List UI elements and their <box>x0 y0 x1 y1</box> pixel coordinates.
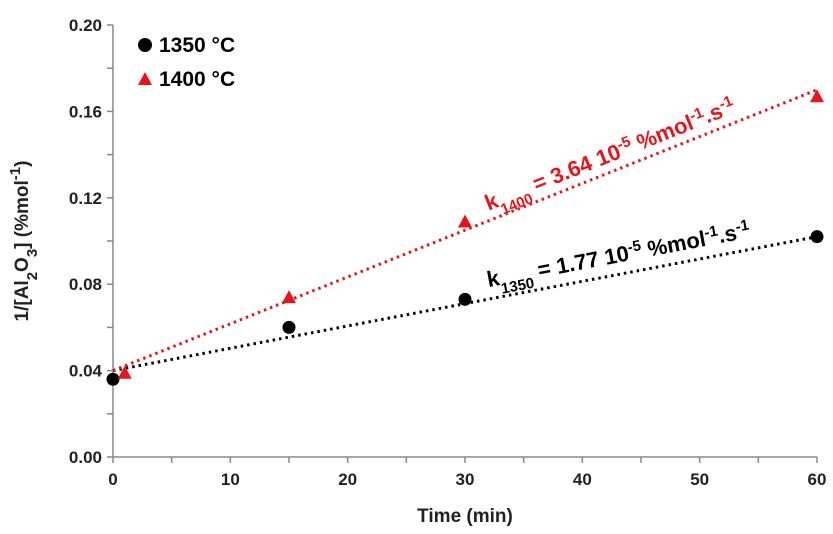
y-axis-title-part: O <box>12 257 33 272</box>
y-axis-title-part: ] (%mol <box>12 180 33 249</box>
anno-eq: = 1.77 10 <box>530 241 631 284</box>
y-tick-label: 0.12 <box>69 189 102 208</box>
x-tick-label: 50 <box>690 470 709 489</box>
x-ticks: 0 10 20 30 40 50 60 <box>108 457 826 489</box>
x-tick-label: 10 <box>221 470 240 489</box>
y-axis-title-sub: 3 <box>24 249 41 257</box>
point-1400 <box>810 89 824 103</box>
anno-tail-sup: -1 <box>734 216 750 235</box>
point-1350 <box>810 230 824 244</box>
y-axis-title-part: ) <box>12 161 33 167</box>
point-1350 <box>458 292 472 306</box>
x-tick-label: 40 <box>573 470 592 489</box>
anno-tail: .s <box>716 220 739 248</box>
data-points <box>106 89 824 386</box>
x-tick-label: 60 <box>808 470 827 489</box>
y-ticks: 0.00 0.04 0.08 0.12 0.16 0.20 <box>69 16 113 467</box>
anno-unit: %mol <box>639 226 707 263</box>
anno-k: k <box>485 265 502 292</box>
y-tick-label: 0.00 <box>69 448 102 467</box>
legend-label-1350: 1350 °C <box>159 34 235 57</box>
point-1400 <box>282 290 296 304</box>
annotation-1400: k1400 = 3.64 10-5 %mol-1.s-1 <box>481 92 742 223</box>
point-1400 <box>458 214 472 228</box>
anno-exp: -5 <box>614 133 633 154</box>
y-tick-label: 0.08 <box>69 275 102 294</box>
legend-label-1400: 1400 °C <box>159 68 235 91</box>
x-tick-label: 0 <box>108 470 117 489</box>
point-1350 <box>282 320 296 334</box>
legend: 1350 °C 1400 °C <box>138 34 235 91</box>
anno-eq: = 3.64 10 <box>523 139 624 199</box>
anno-k-sub: 1350 <box>500 274 536 297</box>
x-tick-label: 20 <box>338 470 357 489</box>
anno-exp: -5 <box>626 237 642 256</box>
y-axis-title-sup: -1 <box>7 167 24 180</box>
y-tick-label: 0.16 <box>69 102 102 121</box>
y-tick-label: 0.04 <box>69 362 103 381</box>
fit-line-1400 <box>112 88 818 372</box>
y-axis-title-part: 1/[Al <box>12 280 33 321</box>
anno-unit-sup: -1 <box>687 104 706 125</box>
point-1400 <box>117 365 132 379</box>
x-tick-label: 30 <box>456 470 475 489</box>
legend-marker-triangle <box>138 72 152 85</box>
annotation-1350: k1350 = 1.77 10-5 %mol-1.s-1 <box>484 216 753 299</box>
anno-tail-sup: -1 <box>716 92 735 113</box>
anno-unit-sup: -1 <box>703 222 719 241</box>
point-1350 <box>106 372 120 386</box>
x-axis-title: Time (min) <box>417 506 513 527</box>
legend-marker-circle <box>138 38 152 52</box>
y-axis-title-sub: 2 <box>24 272 41 280</box>
y-tick-label: 0.20 <box>69 16 102 35</box>
y-axis-title: 1/[Al2O3] (%mol-1) <box>7 161 41 322</box>
